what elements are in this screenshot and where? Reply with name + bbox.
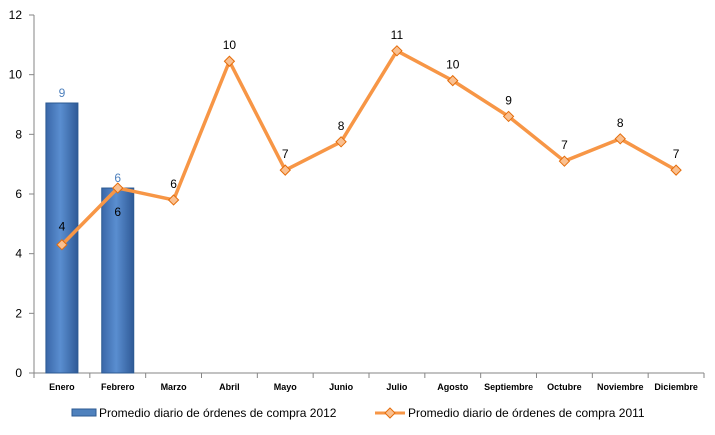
y-tick-label: 0 [15, 366, 22, 380]
line-data-label: 8 [617, 116, 624, 130]
line-data-label: 7 [282, 147, 289, 161]
line-point-marker [614, 133, 626, 145]
line-point-marker [558, 155, 571, 167]
line-data-label: 11 [391, 28, 404, 42]
x-tick-label: Junio [329, 382, 354, 392]
line-point-marker [279, 164, 291, 176]
line-point-marker [167, 194, 180, 206]
x-tick-label: Julio [386, 382, 408, 392]
x-tick-label: Marzo [161, 382, 188, 392]
legend-bar-swatch [71, 408, 97, 417]
series-line [60, 49, 677, 246]
line-data-label: 6 [170, 177, 177, 191]
bar-data-label: 6 [114, 171, 121, 185]
line-point-marker [56, 239, 68, 251]
line-point-marker [502, 110, 515, 123]
line-data-label: 10 [446, 58, 460, 72]
y-tick-label: 12 [9, 8, 23, 22]
y-tick-label: 8 [15, 127, 22, 141]
line-point-marker [391, 45, 403, 57]
x-tick-label: Agosto [437, 382, 468, 392]
legend-line-marker [384, 407, 396, 419]
line-point-marker [112, 182, 124, 194]
bar-series [45, 102, 135, 374]
x-tick-label: Octubre [547, 382, 582, 392]
line-point-marker [670, 164, 682, 176]
legend: Promedio diario de órdenes de compra 201… [71, 406, 645, 420]
line-data-label: 9 [505, 93, 512, 107]
x-tick-label: Noviembre [597, 382, 644, 392]
line-data-label: 6 [114, 205, 121, 219]
y-tick-label: 10 [9, 68, 23, 82]
x-tick-label: Febrero [101, 382, 135, 392]
x-tick-label: Mayo [274, 382, 298, 392]
line-data-label: 4 [59, 220, 66, 234]
line-point-marker [335, 136, 347, 148]
x-tick-label: Diciembre [654, 382, 698, 392]
line-series [56, 45, 682, 251]
x-tick-label: Enero [49, 382, 75, 392]
bar-data-label: 9 [59, 86, 66, 100]
bar [101, 187, 135, 374]
line-point-marker [223, 55, 236, 67]
line-data-label: 7 [561, 138, 568, 152]
legend-label: Promedio diario de órdenes de compra 201… [408, 406, 645, 420]
x-tick-label: Septiembre [484, 382, 533, 392]
line-data-label: 8 [338, 119, 345, 133]
x-tick-label: Abril [219, 382, 240, 392]
line-data-label: 10 [223, 38, 237, 52]
y-tick-label: 6 [15, 187, 22, 201]
axes: 0 2 4 6 8 10 12 Enero Febrero Marzo Abril Mayo Junio… [9, 8, 705, 392]
line-point-marker [447, 74, 459, 87]
y-tick-label: 2 [15, 306, 22, 320]
y-tick-label: 4 [15, 247, 22, 261]
line-data-label: 7 [673, 147, 680, 161]
legend-label: Promedio diario de órdenes de compra 201… [99, 406, 337, 420]
data-labels: 9 6 4 6 6 10 7 8 11 10 9 7 8 7 [59, 28, 680, 234]
bar [45, 102, 79, 374]
